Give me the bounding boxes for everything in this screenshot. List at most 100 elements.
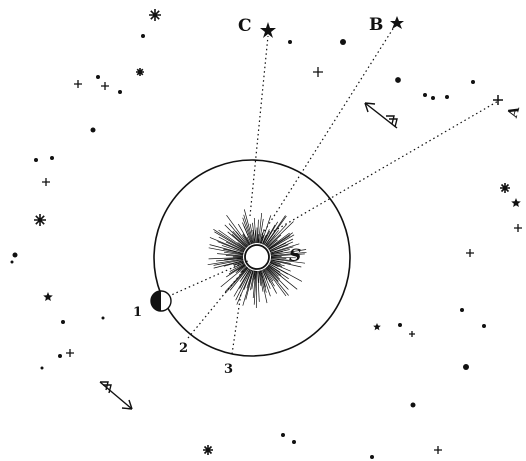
dot-star-icon (12, 252, 18, 258)
sun-ray (217, 253, 244, 257)
sun-ray (255, 270, 258, 309)
sun-ray (268, 232, 293, 250)
sun-ray (259, 270, 268, 304)
sun-ray (268, 232, 290, 249)
sun-ray (261, 235, 267, 245)
sun-ray (241, 268, 250, 280)
sun-ray (231, 234, 247, 248)
plus-star-icon (434, 446, 442, 454)
sun-ray (267, 265, 298, 290)
sun-ray (251, 270, 256, 290)
plus-star-icon (409, 331, 415, 337)
star-b (390, 16, 404, 29)
earth-orbit (153, 159, 351, 357)
sun-ray (233, 268, 251, 297)
sun-ray (226, 214, 249, 246)
dot-star-icon (281, 433, 285, 437)
sun-ray (266, 224, 287, 247)
plus-star-icon (74, 80, 82, 88)
sight-line-c (249, 35, 269, 217)
asterisk-star-icon (500, 183, 510, 193)
sun-ray (223, 260, 244, 267)
sun-ray (240, 266, 248, 274)
sun (244, 244, 270, 270)
dot-star-icon (471, 80, 475, 84)
sun-ray (235, 231, 249, 247)
sun-ray (235, 269, 252, 301)
sun-ray (262, 230, 271, 245)
sun-ray (270, 258, 306, 264)
dot-star-icon (50, 156, 54, 160)
sun-ray (253, 270, 256, 280)
asterisk-star-icon (395, 77, 401, 83)
sun-ray (258, 212, 263, 244)
sun-ray (269, 262, 291, 272)
sun-ray (225, 267, 248, 292)
sun-ray (258, 218, 264, 244)
star-a (493, 95, 503, 105)
star-b-label: B (369, 15, 383, 35)
sun-ray (270, 260, 285, 267)
sun-ray (213, 260, 244, 269)
dot-star-icon (445, 95, 449, 99)
asterisk-star-icon (34, 214, 46, 226)
sun-ray (237, 223, 251, 245)
sun-ray (260, 270, 267, 288)
sun-ray (270, 259, 291, 264)
sun-ray (237, 242, 247, 249)
plus-star-icon (466, 249, 474, 257)
sun-ray (213, 229, 246, 250)
sun-ray (243, 214, 254, 244)
sun-ray (269, 261, 283, 267)
sight-line-3 (231, 292, 242, 355)
sun-ray (270, 249, 307, 256)
arrow-icon (99, 381, 133, 410)
sun-ray (249, 223, 255, 244)
asterisk-star-icon (203, 445, 213, 455)
asterisk-star-icon (136, 68, 144, 76)
sun-ray (260, 229, 265, 244)
dot-star-icon (40, 366, 44, 370)
sun-ray (224, 257, 244, 260)
plus-star-icon (42, 178, 50, 186)
sun-ray (257, 219, 259, 244)
sun-ray (257, 234, 260, 244)
sun-ray (209, 244, 244, 254)
sun-ray (224, 224, 248, 248)
sun-ray (267, 266, 279, 277)
dot-star-icon (58, 354, 62, 358)
sun-ray (232, 231, 248, 248)
sun-ray (217, 241, 245, 253)
sun-ray (261, 270, 271, 297)
sun-ray (239, 269, 251, 289)
position-1-label: 1 (133, 305, 142, 320)
sun-ray (260, 234, 264, 244)
sun-ray (232, 261, 244, 266)
dot-star-icon (463, 364, 469, 370)
background-stars (10, 9, 522, 459)
sun-ray (246, 270, 254, 289)
star-icon (511, 198, 521, 207)
sun-ray (229, 267, 249, 291)
sun-ray (237, 264, 246, 271)
position-2-label: 2 (179, 341, 188, 356)
sun-ray (223, 248, 244, 255)
sun-ray (243, 209, 254, 244)
dot-star-icon (118, 90, 122, 94)
sun-ray (226, 264, 246, 278)
sun-ray (214, 231, 246, 251)
plus-star-icon (514, 224, 522, 232)
sun-ray (270, 251, 283, 255)
sun-ray (270, 253, 305, 257)
sun-ray (228, 263, 246, 275)
sight-line-2 (187, 269, 245, 339)
sun-ray (229, 263, 245, 272)
position-3-label: 3 (224, 362, 233, 377)
sun-ray (270, 256, 296, 259)
sun-ray (265, 234, 276, 247)
sun-ray (246, 236, 252, 245)
sun-ray (262, 269, 268, 280)
dot-star-icon (423, 93, 427, 97)
sun-ray (208, 247, 244, 255)
sun-ray (265, 267, 287, 297)
